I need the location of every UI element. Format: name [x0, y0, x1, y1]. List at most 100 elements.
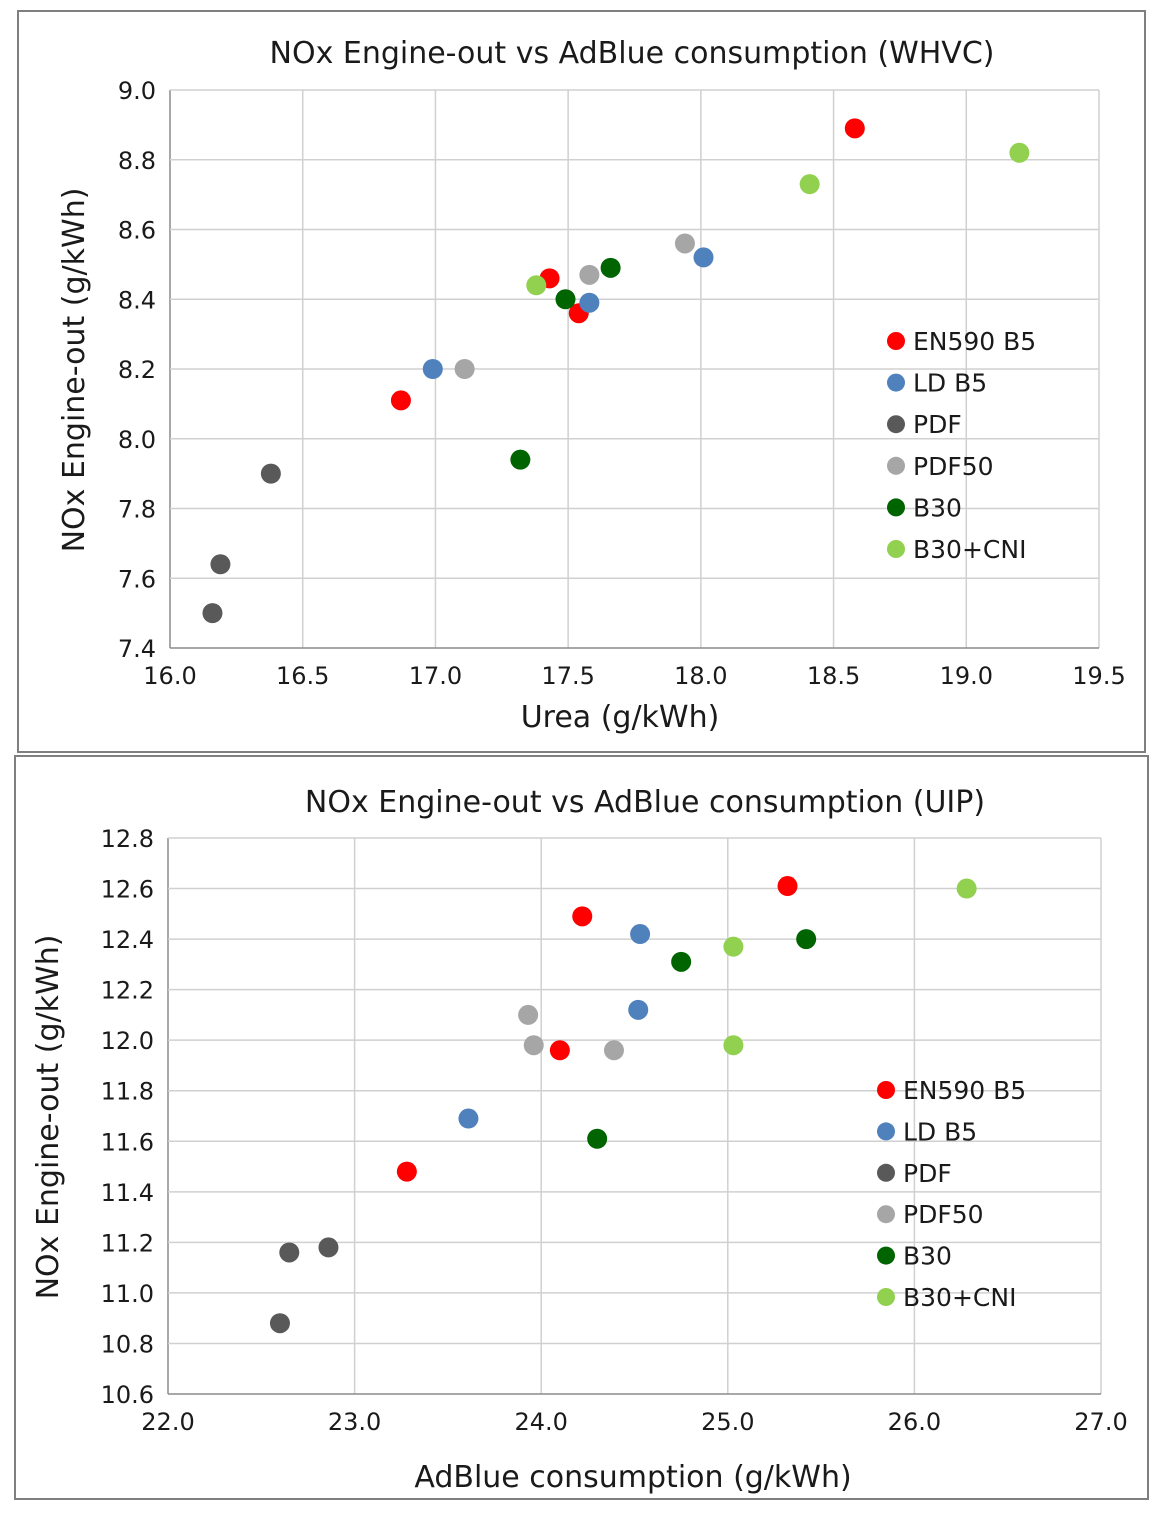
legend-label: LD B5: [913, 369, 987, 398]
legend-label: B30: [913, 493, 962, 522]
legend-label: LD B5: [903, 1117, 977, 1146]
point-pdf: [260, 463, 281, 484]
point-ld-b5: [628, 999, 649, 1020]
x-tick-label: 27.0: [1074, 1408, 1127, 1436]
point-pdf50: [523, 1035, 544, 1056]
point-b30-cni: [723, 1035, 744, 1056]
x-tick-label: 19.0: [940, 662, 993, 690]
y-tick-label: 11.0: [101, 1280, 154, 1308]
x-tick-label: 17.0: [409, 662, 462, 690]
point-b30: [555, 289, 576, 310]
point-en590-b5: [777, 876, 798, 897]
point-ld-b5: [458, 1108, 479, 1129]
x-axis-title: Urea (g/kWh): [521, 700, 720, 735]
legend-label: EN590 B5: [913, 327, 1036, 356]
data-points: [202, 118, 1030, 624]
y-axis-title: NOx Engine-out (g/kWh): [31, 935, 66, 1300]
y-tick-label: 9.0: [118, 77, 156, 105]
uip-scatter-chart: NOx Engine-out vs AdBlue consumption (UI…: [31, 785, 1128, 1495]
point-pdf50: [674, 233, 695, 254]
point-b30-cni: [799, 174, 820, 195]
legend-label: PDF: [913, 410, 962, 439]
legend-marker: [887, 498, 905, 517]
point-b30: [510, 449, 531, 470]
y-tick-label: 12.8: [101, 825, 154, 853]
point-en590-b5: [844, 118, 865, 139]
legend-marker: [887, 540, 905, 558]
x-tick-label: 26.0: [888, 1408, 941, 1436]
whvc-scatter-chart: NOx Engine-out vs AdBlue consumption (WH…: [57, 36, 1126, 735]
point-en590-b5: [396, 1161, 417, 1182]
uip-chart-panel: [14, 755, 1149, 1500]
x-tick-label: 17.5: [541, 662, 594, 690]
legend-marker: [877, 1081, 895, 1099]
y-tick-label: 8.8: [118, 147, 156, 175]
legend-marker: [887, 332, 905, 350]
y-tick-label: 11.2: [101, 1229, 154, 1257]
y-tick-label: 11.6: [101, 1128, 154, 1156]
x-tick-label: 18.5: [807, 662, 860, 690]
x-tick-label: 16.0: [143, 662, 196, 690]
point-pdf50: [579, 264, 600, 285]
legend: EN590 B5 LD B5 PDF PDF50 B30 B30+CNI: [887, 327, 1036, 564]
y-tick-label: 11.8: [101, 1078, 154, 1106]
y-tick-label: 10.6: [101, 1381, 154, 1409]
legend-marker: [877, 1163, 895, 1182]
point-en590-b5: [572, 906, 593, 927]
x-tick-label: 23.0: [328, 1408, 381, 1436]
legend-label: PDF50: [903, 1200, 984, 1229]
point-pdf: [269, 1313, 290, 1334]
y-tick-label: 10.8: [101, 1330, 154, 1358]
y-tick-label: 7.8: [118, 496, 156, 524]
legend-marker: [887, 415, 905, 434]
point-pdf: [202, 603, 223, 624]
x-tick-label: 22.0: [141, 1408, 194, 1436]
point-pdf50: [454, 359, 475, 379]
x-tick-label: 18.0: [674, 662, 727, 690]
legend-marker: [887, 373, 905, 392]
x-tick-label: 16.5: [276, 662, 329, 690]
point-b30: [671, 951, 692, 972]
legend-marker: [877, 1288, 895, 1306]
point-b30: [600, 257, 621, 278]
y-tick-label: 12.6: [101, 876, 154, 904]
point-pdf: [279, 1242, 300, 1263]
point-b30-cni: [1009, 142, 1030, 163]
y-tick-label: 8.4: [118, 286, 156, 314]
point-b30-cni: [956, 878, 977, 899]
point-en590-b5: [549, 1040, 570, 1061]
point-b30: [587, 1128, 608, 1149]
y-tick-label: 12.0: [101, 1027, 154, 1055]
legend: EN590 B5 LD B5 PDF PDF50 B30 B30+CNI: [877, 1076, 1026, 1312]
legend-label: B30: [903, 1242, 952, 1271]
point-pdf: [210, 554, 231, 575]
legend-marker: [877, 1205, 895, 1224]
legend-label: PDF: [903, 1159, 952, 1188]
tick-labels: 22.0 23.0 24.0 25.0 26.0 27.0 10.6 10.8 11.0 11.2…: [101, 825, 1128, 1436]
point-b30-cni: [723, 936, 744, 957]
y-axis-title: NOx Engine-out (g/kWh): [57, 188, 92, 553]
x-tick-label: 25.0: [701, 1408, 754, 1436]
point-en590-b5: [390, 390, 411, 411]
x-axis-title: AdBlue consumption (g/kWh): [414, 1460, 851, 1495]
y-tick-label: 8.0: [118, 426, 156, 454]
y-tick-label: 8.2: [118, 356, 156, 384]
y-tick-label: 8.6: [118, 217, 156, 245]
y-tick-label: 12.4: [101, 926, 154, 954]
point-b30-cni: [526, 275, 547, 296]
point-ld-b5: [693, 247, 714, 268]
y-tick-label: 7.4: [118, 635, 156, 663]
legend-marker: [877, 1122, 895, 1141]
data-points: [269, 876, 977, 1334]
legend-marker: [877, 1246, 895, 1265]
legend-label: EN590 B5: [903, 1076, 1026, 1105]
legend-label: PDF50: [913, 452, 994, 481]
legend-marker: [887, 456, 905, 475]
y-tick-label: 11.4: [101, 1179, 154, 1207]
point-pdf50: [518, 1004, 539, 1025]
x-tick-label: 24.0: [514, 1408, 567, 1436]
chart-title: NOx Engine-out vs AdBlue consumption (UI…: [305, 785, 985, 820]
legend-label: B30+CNI: [903, 1283, 1016, 1312]
point-ld-b5: [422, 359, 443, 379]
